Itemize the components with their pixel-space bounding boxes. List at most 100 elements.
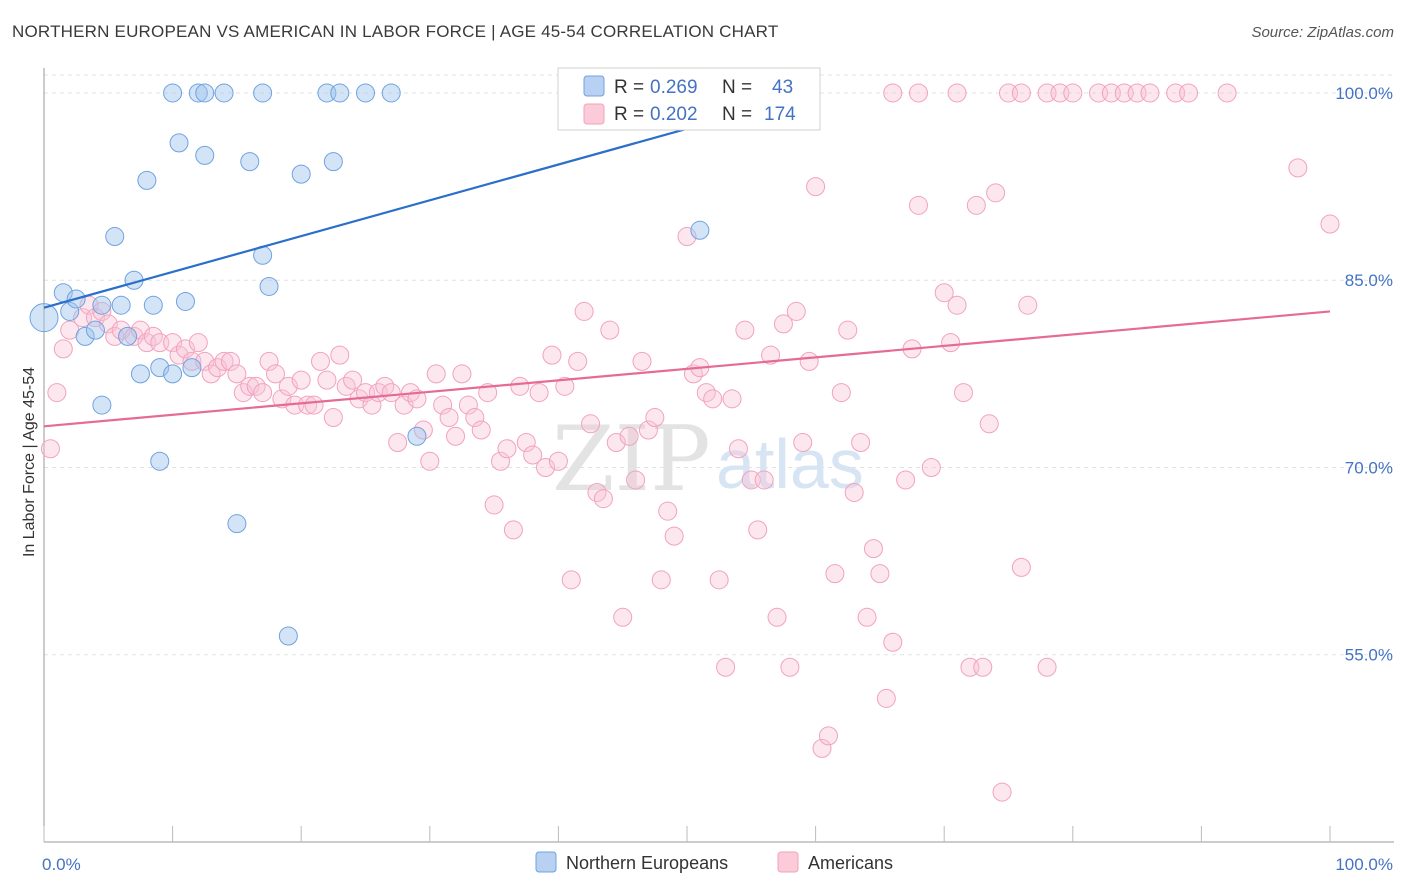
northern-point-3 xyxy=(92,295,112,315)
american-point-117 xyxy=(716,657,736,677)
trend-line-americans xyxy=(43,310,1331,428)
bottom-legend-label-americans: Americans xyxy=(808,853,893,873)
american-point-142 xyxy=(876,688,896,708)
american-point-102 xyxy=(613,607,633,627)
northern-point-10 xyxy=(188,83,208,103)
american-point-150 xyxy=(947,295,967,315)
american-point-122 xyxy=(748,520,768,540)
american-point-116 xyxy=(709,570,729,590)
american-point-135 xyxy=(831,383,851,403)
legend-r-label-1: R = xyxy=(614,77,644,98)
x-tick-labels: 0.0% 100.0% xyxy=(42,855,1393,874)
american-point-131 xyxy=(806,177,826,197)
american-point-78 xyxy=(458,395,478,415)
american-point-52 xyxy=(291,370,311,390)
legend-n-value-1: 43 xyxy=(772,77,793,98)
american-point-66 xyxy=(381,383,401,403)
northern-point-5 xyxy=(85,320,105,340)
american-point-149 xyxy=(941,333,961,353)
american-point-134 xyxy=(825,564,845,584)
american-point-127 xyxy=(780,657,800,677)
legend-top: R = 0.269 N = 43 R = 0.202 N = 174 xyxy=(557,67,821,131)
american-point-77 xyxy=(452,364,472,384)
bottom-legend-swatch-americans xyxy=(777,851,799,873)
chart-title: NORTHERN EUROPEAN VS AMERICAN IN LABOR F… xyxy=(12,22,779,41)
american-point-83 xyxy=(491,451,511,471)
american-point-99 xyxy=(593,489,613,509)
northern-point-27 xyxy=(259,276,279,296)
american-point-86 xyxy=(510,376,530,396)
american-point-53 xyxy=(298,395,318,415)
source-credit: Source: ZipAtlas.com xyxy=(1251,24,1394,41)
northern-point-28 xyxy=(143,295,163,315)
american-point-96 xyxy=(574,301,594,321)
northern-point-34 xyxy=(92,395,112,415)
american-point-0 xyxy=(883,83,903,103)
american-point-115 xyxy=(703,389,723,409)
american-point-84 xyxy=(497,439,517,459)
american-point-40 xyxy=(214,351,234,371)
northern-point-39 xyxy=(690,220,710,240)
american-point-105 xyxy=(632,351,652,371)
northern-point-9 xyxy=(163,83,183,103)
american-point-89 xyxy=(529,383,549,403)
american-point-42 xyxy=(227,364,247,384)
northern-point-16 xyxy=(356,83,375,103)
northern-point-2 xyxy=(60,301,80,321)
northern-point-32 xyxy=(182,358,202,378)
y-tick-label-3: 100.0% xyxy=(1335,84,1393,103)
american-point-162 xyxy=(1320,214,1340,234)
american-point-129 xyxy=(793,433,813,453)
american-point-140 xyxy=(863,539,883,559)
legend-bottom: Northern Europeans Americans xyxy=(535,851,893,873)
northern-point-15 xyxy=(330,83,350,103)
american-point-1 xyxy=(908,83,928,103)
american-point-137 xyxy=(844,482,864,502)
american-point-155 xyxy=(979,414,999,434)
american-point-106 xyxy=(638,420,658,440)
american-point-146 xyxy=(908,195,928,215)
northern-point-19 xyxy=(195,145,215,165)
y-tick-labels: 55.0% 70.0% 85.0% 100.0% xyxy=(1335,84,1393,665)
american-point-128 xyxy=(786,301,806,321)
watermark-zip: ZIP xyxy=(552,407,711,512)
northern-point-17 xyxy=(381,83,401,103)
bottom-legend-label-northern: Northern Europeans xyxy=(566,853,728,873)
american-point-46 xyxy=(253,383,273,403)
american-point-23 xyxy=(92,301,112,321)
legend-r-value-2: 0.202 xyxy=(650,104,698,125)
legend-swatch-northern xyxy=(583,75,605,97)
northern-point-33 xyxy=(130,364,150,384)
american-point-119 xyxy=(728,439,748,459)
american-point-123 xyxy=(754,470,774,490)
american-point-15 xyxy=(1217,83,1237,103)
x-tick-label-max: 100.0% xyxy=(1335,855,1393,874)
bottom-legend-swatch-northern xyxy=(535,851,557,873)
american-point-118 xyxy=(722,389,742,409)
american-point-139 xyxy=(857,607,877,627)
y-axis-title: In Labor Force | Age 45-54 xyxy=(21,367,38,557)
american-point-74 xyxy=(433,395,453,415)
american-point-55 xyxy=(310,351,330,371)
american-point-126 xyxy=(773,314,793,334)
american-point-161 xyxy=(1288,158,1308,178)
northern-point-11 xyxy=(195,83,215,103)
american-point-143 xyxy=(883,632,903,652)
american-point-147 xyxy=(921,457,941,477)
american-point-120 xyxy=(735,320,755,340)
american-point-125 xyxy=(767,607,787,627)
american-point-82 xyxy=(484,495,504,515)
american-point-4 xyxy=(1011,83,1031,103)
american-point-54 xyxy=(304,395,324,415)
x-tick-label-min: 0.0% xyxy=(42,855,81,874)
american-point-79 xyxy=(465,408,485,428)
northern-point-20 xyxy=(240,152,260,172)
american-point-103 xyxy=(619,426,639,446)
american-point-133 xyxy=(818,726,838,746)
american-point-75 xyxy=(439,408,459,428)
american-point-160 xyxy=(1037,657,1057,677)
american-point-76 xyxy=(446,426,466,446)
american-point-92 xyxy=(548,451,568,471)
american-point-151 xyxy=(953,383,973,403)
